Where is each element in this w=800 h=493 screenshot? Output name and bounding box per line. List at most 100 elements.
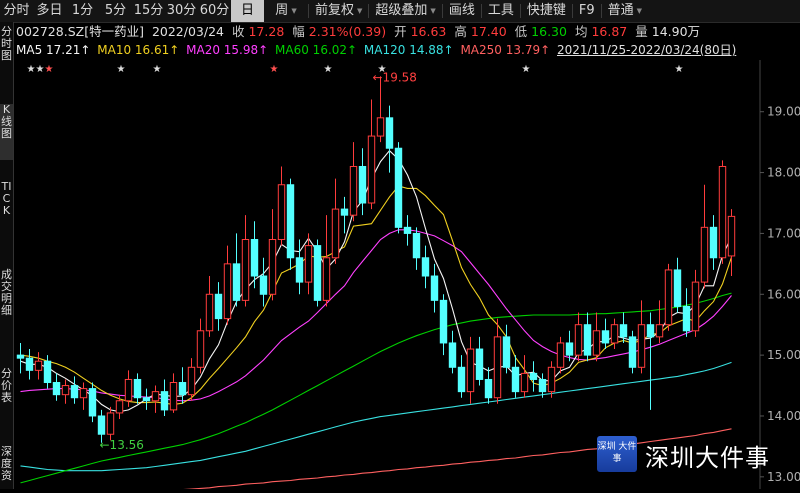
candle[interactable] — [241, 215, 250, 307]
candle[interactable] — [106, 406, 115, 441]
side-tab-5[interactable]: 深度资 — [1, 445, 12, 482]
candle[interactable] — [322, 215, 331, 307]
candle[interactable] — [718, 160, 727, 264]
candle[interactable] — [583, 312, 592, 362]
candle[interactable] — [358, 148, 367, 216]
candle[interactable] — [142, 388, 151, 410]
candle[interactable] — [331, 178, 340, 264]
candle[interactable] — [475, 336, 484, 386]
candle[interactable] — [385, 105, 394, 173]
candle[interactable] — [196, 318, 205, 374]
date-range[interactable]: 2021/11/25-2022/03/24(80日) — [556, 43, 737, 57]
candle[interactable] — [79, 382, 88, 410]
side-tab-2[interactable]: TICK — [1, 180, 12, 217]
candle[interactable] — [349, 142, 358, 222]
candle[interactable] — [601, 318, 610, 350]
candle[interactable] — [133, 373, 142, 404]
toolbar-item-4[interactable]: 快捷键 — [526, 3, 566, 18]
event-star-icon[interactable]: ★ — [270, 64, 279, 75]
side-tab-3[interactable]: 成交明细 — [1, 268, 12, 317]
candle[interactable] — [727, 209, 736, 277]
candle[interactable] — [511, 355, 520, 398]
candle[interactable] — [655, 300, 664, 343]
event-star-icon[interactable]: ★ — [378, 64, 387, 75]
candle[interactable] — [493, 318, 502, 404]
side-tab-0[interactable]: 分时图 — [1, 25, 12, 62]
candle[interactable] — [52, 373, 61, 401]
stock-code[interactable]: 002728.SZ[特一药业] — [16, 24, 144, 39]
candle[interactable] — [97, 409, 106, 443]
candle[interactable] — [376, 76, 385, 143]
candle[interactable] — [88, 382, 97, 423]
side-tab-4[interactable]: 分价表 — [1, 367, 12, 404]
candle[interactable] — [673, 257, 682, 313]
period-tab-6[interactable]: 60分 — [199, 3, 230, 18]
candle[interactable] — [610, 318, 619, 350]
candle[interactable] — [70, 376, 79, 404]
period-tab-2[interactable]: 1分 — [71, 3, 94, 18]
candle[interactable] — [340, 196, 349, 234]
candle[interactable] — [124, 370, 133, 407]
candle[interactable] — [691, 269, 700, 337]
candle[interactable] — [421, 245, 430, 289]
candle[interactable] — [538, 373, 547, 398]
candle[interactable] — [556, 336, 565, 374]
candle[interactable] — [430, 263, 439, 313]
candle[interactable] — [394, 142, 403, 234]
candle[interactable] — [178, 367, 187, 404]
candle[interactable] — [115, 394, 124, 420]
candle[interactable] — [700, 184, 709, 289]
candle[interactable] — [709, 215, 718, 270]
candle[interactable] — [16, 342, 25, 374]
candle[interactable] — [574, 312, 583, 362]
toolbar-item-5[interactable]: F9 — [578, 3, 595, 18]
candle[interactable] — [187, 358, 196, 401]
candle[interactable] — [565, 330, 574, 362]
period-tab-8[interactable]: 周 ▼ — [264, 0, 308, 22]
toolbar-item-2[interactable]: 画线 — [448, 3, 475, 18]
toolbar-item-1[interactable]: 超级叠加 ▼ — [369, 0, 441, 22]
period-tab-1[interactable]: 多日 — [36, 3, 63, 18]
event-star-icon[interactable]: ★ — [153, 64, 162, 75]
candle[interactable] — [205, 276, 214, 337]
candle[interactable] — [619, 312, 628, 343]
candle[interactable] — [304, 233, 313, 295]
candle[interactable] — [412, 227, 421, 270]
event-star-icon[interactable]: ★ — [117, 64, 126, 75]
period-tab-4[interactable]: 15分 — [133, 3, 164, 18]
period-tab-7[interactable]: 日 — [231, 0, 264, 22]
candle[interactable] — [529, 361, 538, 392]
candle[interactable] — [259, 257, 268, 307]
toolbar-item-6[interactable]: 普通 ▼ — [602, 0, 648, 22]
event-star-icon[interactable]: ★ — [36, 64, 45, 75]
candle[interactable] — [313, 239, 322, 307]
candle[interactable] — [295, 239, 304, 295]
candle[interactable] — [664, 263, 673, 331]
side-tab-1[interactable]: K线图 — [0, 104, 13, 160]
candle[interactable] — [277, 166, 286, 246]
candle[interactable] — [637, 300, 646, 374]
candle[interactable] — [286, 178, 295, 270]
candle[interactable] — [61, 379, 70, 404]
candle[interactable] — [160, 379, 169, 416]
candle[interactable] — [25, 349, 34, 380]
period-tab-3[interactable]: 5分 — [104, 3, 127, 18]
candle[interactable] — [214, 282, 223, 331]
event-star-icon[interactable]: ★ — [324, 64, 333, 75]
period-tab-0[interactable]: 分时 — [3, 3, 30, 18]
toolbar-item-3[interactable]: 工具 — [487, 3, 514, 18]
candle[interactable] — [43, 355, 52, 389]
candle[interactable] — [439, 294, 448, 356]
candle[interactable] — [502, 324, 511, 374]
candle[interactable] — [250, 221, 259, 289]
event-star-icon[interactable]: ★ — [675, 64, 684, 75]
kline-chart[interactable]: ★ ★ ★ ★ ★ ★ ★ ★ ★ ★ ←19.58←13.56 19.0018.0017.001… — [14, 60, 800, 489]
candle[interactable] — [367, 99, 376, 210]
candle[interactable] — [682, 288, 691, 337]
candle[interactable] — [268, 209, 277, 301]
candle[interactable] — [646, 312, 655, 410]
candle[interactable] — [232, 233, 241, 307]
candle[interactable] — [34, 352, 43, 380]
period-tab-5[interactable]: 30分 — [166, 3, 197, 18]
event-star-icon[interactable]: ★ — [27, 64, 36, 75]
